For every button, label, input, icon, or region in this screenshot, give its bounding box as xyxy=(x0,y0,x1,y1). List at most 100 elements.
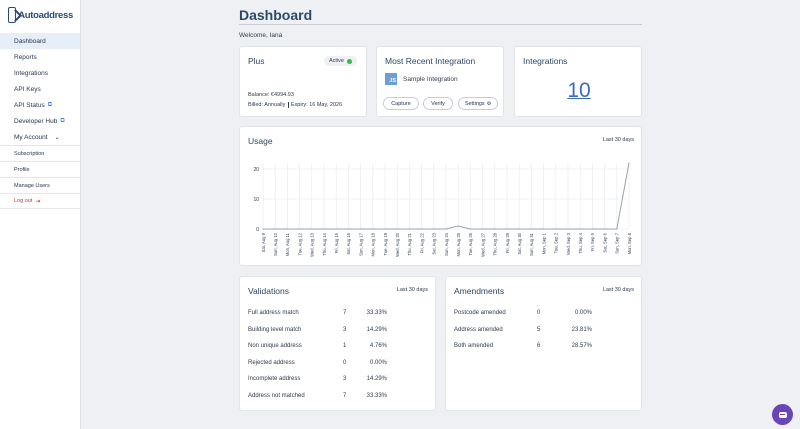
row-count: 7 xyxy=(343,310,347,316)
row-label: Address amended xyxy=(454,327,503,333)
x-tick-label: Mon, Aug 11 xyxy=(285,232,290,256)
row-label: Address not matched xyxy=(248,393,305,399)
x-tick-label: Tue, Aug 12 xyxy=(297,232,302,255)
verify-button[interactable]: Verify xyxy=(423,97,453,110)
row-label: Incomplete address xyxy=(248,376,301,382)
sidebar-item-dashboard[interactable]: Dashboard xyxy=(0,33,80,49)
usage-data-point xyxy=(274,228,276,230)
x-tick-label: Wed, Aug 27 xyxy=(480,232,485,257)
logout-link[interactable]: Log out ⇥ xyxy=(0,193,80,209)
sidebar-item-api-keys[interactable]: API Keys xyxy=(0,81,80,97)
row-count: 1 xyxy=(343,343,347,349)
x-tick-label: Sun, Aug 10 xyxy=(273,232,278,255)
sidebar-item-developer-hub[interactable]: Developer Hub ⧉ xyxy=(0,113,80,129)
usage-data-point xyxy=(311,228,313,230)
usage-data-point xyxy=(408,228,410,230)
settings-button[interactable]: Settings ⚙ xyxy=(458,97,498,110)
usage-data-point xyxy=(286,228,288,230)
usage-data-point xyxy=(469,228,471,230)
usage-data-point xyxy=(628,162,630,164)
usage-data-point xyxy=(421,228,423,230)
sidebar-item-label: Developer Hub xyxy=(14,117,58,125)
usage-data-point xyxy=(518,228,520,230)
row-count: 6 xyxy=(537,343,541,349)
y-tick-label: 0 xyxy=(256,227,259,233)
usage-data-point xyxy=(262,228,264,230)
x-tick-label: Tue, Sep 2 xyxy=(554,232,559,253)
table-row: Building level match 3 14.29% xyxy=(248,327,387,337)
chat-icon xyxy=(778,411,787,418)
row-percent: 23.81% xyxy=(571,327,592,333)
x-tick-label: Mon, Sep 1 xyxy=(541,232,546,254)
x-tick-label: Thu, Aug 14 xyxy=(322,232,327,255)
row-percent: 33.33% xyxy=(366,310,387,316)
expiry-label: Expiry: xyxy=(287,102,308,108)
sidebar-subitem-subscription[interactable]: Subscription xyxy=(0,145,80,161)
usage-data-point xyxy=(299,228,301,230)
sidebar-nav: Dashboard Reports Integrations API Keys … xyxy=(0,33,80,145)
row-percent: 0.00% xyxy=(574,310,592,316)
row-percent: 4.76% xyxy=(369,343,387,349)
sidebar-item-integrations[interactable]: Integrations xyxy=(0,65,80,81)
row-percent: 33.33% xyxy=(366,393,387,399)
usage-data-point xyxy=(555,228,557,230)
amendments-title: Amendments xyxy=(454,286,505,296)
expiry-value: 16 May, 2026 xyxy=(309,102,343,108)
billed-value: Annually xyxy=(264,102,286,108)
row-percent: 14.29% xyxy=(366,376,387,382)
x-tick-label: Sat, Sep 6 xyxy=(602,232,607,252)
sidebar: Autoaddress Dashboard Reports Integratio… xyxy=(0,0,81,429)
sidebar-subitem-label: Subscription xyxy=(14,150,45,157)
sidebar-subitem-label: Manage Users xyxy=(14,182,50,189)
usage-data-point xyxy=(579,228,581,230)
sidebar-item-api-status[interactable]: API Status ⧉ xyxy=(0,97,80,113)
x-tick-label: Mon, Aug 25 xyxy=(456,232,461,256)
usage-data-point xyxy=(482,228,484,230)
row-label: Rejected address xyxy=(248,360,295,366)
gear-icon: ⚙ xyxy=(486,100,492,107)
usage-data-point xyxy=(506,228,508,230)
plan-title: Plus xyxy=(248,56,265,66)
welcome-text: Welcome, Iana xyxy=(239,32,283,39)
javascript-icon: JS xyxy=(385,73,397,85)
row-label: Building level match xyxy=(248,327,302,333)
row-count: 3 xyxy=(343,327,347,333)
sidebar-subitem-manage-users[interactable]: Manage Users xyxy=(0,177,80,193)
usage-data-point xyxy=(323,228,325,230)
usage-period: Last 30 days xyxy=(602,137,634,143)
chevron-down-icon: ⌄ xyxy=(54,134,60,141)
status-badge-label: Active xyxy=(329,58,344,64)
usage-data-point xyxy=(591,228,593,230)
y-tick-label: 20 xyxy=(253,167,259,173)
sidebar-subitem-profile[interactable]: Profile xyxy=(0,161,80,177)
sidebar-item-reports[interactable]: Reports xyxy=(0,49,80,65)
x-tick-label: Wed, Aug 13 xyxy=(310,232,315,257)
autoaddress-logo[interactable]: Autoaddress xyxy=(8,5,73,25)
row-percent: 28.57% xyxy=(571,343,592,349)
amendments-card: Amendments Last 30 days Postcode amended… xyxy=(445,276,642,411)
plan-balance: Balance: €4994.93 xyxy=(248,92,294,98)
table-row: Both amended 6 28.57% xyxy=(454,343,592,353)
capture-button[interactable]: Capture xyxy=(383,97,419,110)
table-row: Incomplete address 3 14.29% xyxy=(248,376,387,386)
usage-data-point xyxy=(433,228,435,230)
usage-data-point xyxy=(530,228,532,230)
usage-data-point xyxy=(384,228,386,230)
integration-name[interactable]: Sample Integration xyxy=(403,76,458,83)
x-tick-label: Thu, Aug 28 xyxy=(493,232,498,255)
sidebar-item-my-account[interactable]: My Account ⌄ xyxy=(0,129,80,145)
row-label: Full address match xyxy=(248,310,299,316)
x-tick-label: Mon, Aug 18 xyxy=(371,232,376,256)
page-title: Dashboard xyxy=(239,7,313,23)
x-tick-label: Fri, Sep 5 xyxy=(590,232,595,251)
title-divider xyxy=(239,24,642,25)
chat-launcher-button[interactable] xyxy=(772,404,793,425)
row-count: 0 xyxy=(537,310,541,316)
x-tick-label: Sat, Aug 23 xyxy=(432,232,437,254)
usage-data-point xyxy=(494,228,496,230)
x-tick-label: Sat, Aug 30 xyxy=(517,232,522,254)
row-percent: 14.29% xyxy=(366,327,387,333)
x-tick-label: Thu, Aug 21 xyxy=(407,232,412,255)
integrations-count-link[interactable]: 10 xyxy=(567,79,591,102)
x-tick-label: Mon, Sep 8 xyxy=(627,232,632,254)
